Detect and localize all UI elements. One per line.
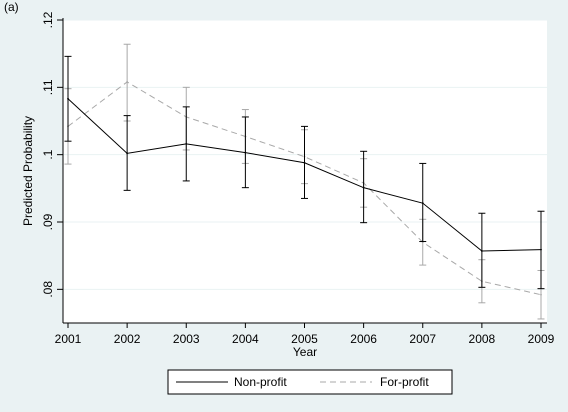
- x-axis-title: Year: [293, 345, 317, 359]
- y-tick-label: .12: [41, 11, 55, 28]
- data-point: [126, 81, 129, 83]
- data-point: [540, 248, 542, 251]
- y-axis-title: Predicted Probability: [21, 116, 35, 226]
- series-line-for-profit: [67, 81, 542, 296]
- data-point: [185, 142, 188, 145]
- legend: Non-profit For-profit: [167, 369, 453, 395]
- data-point: [421, 202, 424, 205]
- legend-label-for-profit: For-profit: [380, 375, 429, 389]
- data-point: [362, 186, 365, 189]
- x-tick-label: 2006: [350, 332, 377, 346]
- data-point: [126, 152, 129, 155]
- legend-label-non-profit: Non-profit: [234, 375, 287, 389]
- y-tick-label: .11: [41, 79, 55, 95]
- x-tick-label: 2007: [409, 332, 436, 346]
- x-tick-label: 2008: [469, 332, 496, 346]
- y-tick-label: .08: [41, 281, 55, 298]
- panel-label: (a): [4, 0, 19, 14]
- data-point: [303, 161, 306, 164]
- x-tick-label: 2002: [114, 332, 141, 346]
- series-non-profit: [64, 55, 545, 290]
- data-point: [480, 250, 483, 252]
- x-tick-label: 2005: [291, 332, 318, 346]
- axes: .08 .09 .1 .11 .12 2001 2002 2003 2004 2005 2006 20…: [41, 11, 555, 346]
- series-layer: [64, 43, 545, 320]
- data-point: [67, 97, 69, 100]
- y-tick-label: .09: [41, 213, 55, 230]
- x-tick-label: 2003: [173, 332, 200, 346]
- x-tick-label: 2001: [55, 332, 82, 346]
- y-tick-label: .1: [41, 149, 55, 159]
- data-point: [244, 151, 247, 154]
- x-tick-label: 2004: [232, 332, 259, 346]
- x-tick-label: 2009: [528, 332, 555, 346]
- data-point: [540, 293, 542, 296]
